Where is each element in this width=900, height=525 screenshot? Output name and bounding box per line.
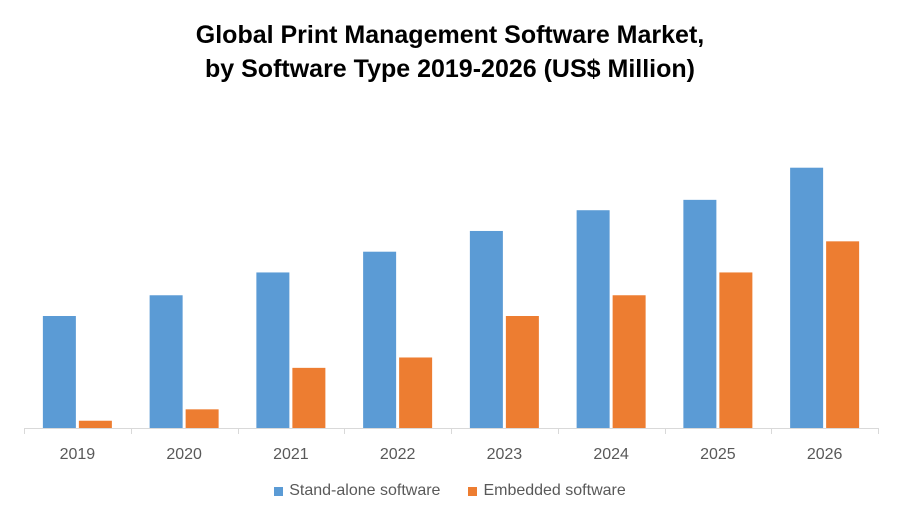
bar-stand-alone-2023	[469, 230, 503, 428]
x-tick-label-2024: 2024	[593, 446, 629, 463]
legend-item-embedded: Embedded software	[468, 482, 626, 500]
chart-title: Global Print Management Software Market,…	[0, 18, 900, 86]
bar-stand-alone-2021	[256, 272, 290, 428]
bar-embedded-2026	[826, 241, 860, 428]
legend-label-stand-alone: Stand-alone software	[289, 482, 441, 499]
x-tick-label-2019: 2019	[60, 446, 96, 463]
bar-stand-alone-2025	[683, 199, 717, 428]
chart-title-line-1: Global Print Management Software Market,	[195, 21, 705, 49]
bar-embedded-2024	[612, 295, 646, 428]
bar-embedded-2025	[719, 272, 753, 428]
legend-swatch-embedded	[468, 486, 478, 496]
legend-swatch-stand-alone	[274, 486, 284, 496]
x-tick-label-2021: 2021	[273, 446, 309, 463]
x-tick-label-2022: 2022	[380, 446, 416, 463]
x-tick-label-2023: 2023	[487, 446, 523, 463]
bar-stand-alone-2026	[790, 167, 824, 428]
bar-stand-alone-2024	[576, 210, 610, 428]
bar-embedded-2019	[78, 420, 112, 428]
legend-item-stand-alone: Stand-alone software	[274, 482, 440, 500]
bar-embedded-2020	[185, 409, 219, 428]
bar-embedded-2021	[292, 367, 326, 428]
bar-embedded-2022	[399, 357, 433, 428]
chart-legend: Stand-alone software Embedded software	[0, 482, 900, 500]
x-tick-label-2020: 2020	[166, 446, 202, 463]
bar-stand-alone-2019	[42, 316, 76, 428]
legend-label-embedded: Embedded software	[483, 482, 626, 499]
bar-stand-alone-2020	[149, 295, 183, 428]
x-tick-label-2025: 2025	[700, 446, 736, 463]
x-tick-label-2026: 2026	[807, 446, 843, 463]
bar-stand-alone-2022	[363, 251, 397, 428]
bar-embedded-2023	[505, 316, 539, 428]
chart-title-line-2: by Software Type 2019-2026 (US$ Million)	[205, 55, 695, 83]
